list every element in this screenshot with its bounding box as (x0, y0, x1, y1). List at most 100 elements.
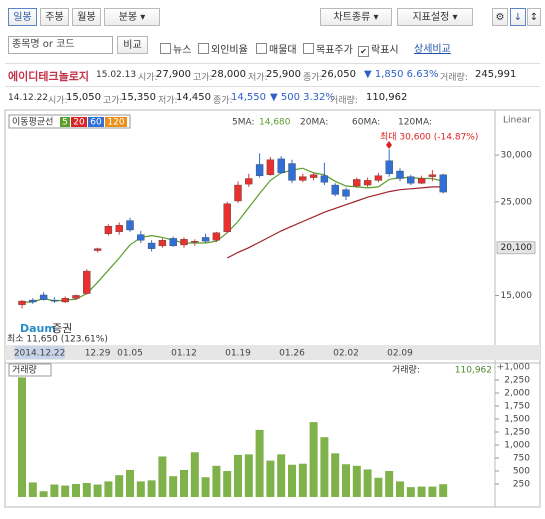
option-label: 뉴스 (173, 45, 192, 56)
option-label: 매물대 (269, 45, 297, 56)
scale-icon[interactable]: ↕ (527, 8, 541, 26)
field-value: 14,550 (231, 92, 266, 103)
candle-body (407, 176, 415, 184)
candle-body (320, 175, 329, 183)
candle-body (137, 234, 145, 241)
quote-volume: 245,991 (475, 69, 517, 80)
field-value: 15,050 (66, 92, 101, 103)
field-value: 27,900 (156, 69, 191, 80)
volume-bar (320, 437, 329, 497)
volume-title-box (8, 363, 52, 377)
period-button[interactable]: 분봉 ▾ (104, 8, 160, 26)
volume-readout-label: 거래량: (392, 364, 420, 376)
volume-bar (439, 484, 448, 497)
field-label: 저가: (248, 73, 268, 83)
ma-label: 20MA: (300, 118, 328, 128)
period-button[interactable]: 일봉 (8, 8, 37, 26)
volume-bar (277, 454, 286, 497)
candle-body (439, 174, 447, 193)
y-tick-label: 30,000 (501, 151, 533, 161)
checkbox[interactable] (198, 43, 209, 54)
x-tick-label: 02.09 (387, 349, 413, 359)
chart-type-button[interactable]: 차트종류 ▾ (320, 8, 392, 26)
candle-body (353, 179, 361, 187)
candle-body (223, 203, 231, 233)
candle-body (385, 160, 393, 175)
candle-body (428, 174, 437, 177)
volume-bar (342, 464, 350, 497)
hover-volume: 110,962 (366, 92, 408, 103)
search-input[interactable]: 종목명 or 코드 (8, 36, 113, 54)
checkbox[interactable] (160, 43, 171, 54)
candle-body (50, 299, 59, 302)
volume-bar (180, 469, 188, 497)
candle-body (61, 298, 69, 303)
volume-bar (266, 460, 275, 497)
volume-bar (309, 422, 318, 497)
option-checkbox[interactable]: 목표주가 (303, 41, 353, 56)
checkbox[interactable]: ✔ (358, 46, 369, 57)
quote-volume-label: 거래량: (440, 73, 468, 83)
divider (5, 63, 540, 64)
option-label: 목표주가 (316, 45, 353, 56)
option-checkbox[interactable]: ✔ 락표시 (358, 41, 399, 57)
compare-button[interactable]: 비교 (117, 36, 148, 54)
ma-label: 5MA: (232, 118, 255, 128)
volume-bar (136, 481, 145, 497)
y-tick-label: 1,500 (504, 415, 530, 425)
hover-volume-label: 거래량: (330, 96, 358, 106)
candle-body (126, 220, 134, 231)
volume-bar (406, 487, 415, 497)
volume-bar (212, 465, 221, 497)
option-label: 외인비율 (211, 45, 248, 56)
candle-body (245, 178, 253, 185)
chart-frame (4, 109, 541, 508)
ma-line (22, 167, 444, 303)
volume-bar (255, 429, 264, 497)
logo-sub: 증권 (52, 322, 72, 335)
max-marker (386, 141, 392, 149)
checkbox[interactable] (303, 43, 314, 54)
option-checkbox[interactable]: 외인비율 (198, 41, 248, 56)
settings-icon[interactable]: ⚙ (492, 8, 508, 26)
field-label: 종가: (213, 96, 233, 106)
volume-bar (169, 476, 178, 497)
period-button[interactable]: 월봉 (72, 8, 101, 26)
candle-body (342, 189, 350, 197)
candle-body (299, 176, 307, 181)
candle-body (309, 174, 318, 178)
y-tick-label: 1,750 (504, 402, 530, 412)
indicator-button[interactable]: 지표설정 ▾ (397, 8, 473, 26)
field-value: 15,350 (121, 92, 156, 103)
stock-name: 에이디테크놀로지 (8, 70, 89, 83)
candle-body (191, 240, 199, 243)
volume-bar (331, 453, 340, 497)
ma-label: 120MA: (398, 118, 432, 128)
y-tick-label: 250 (513, 480, 530, 490)
y-tick-label: 1,250 (504, 428, 530, 438)
option-checkbox[interactable]: 매물대 (256, 41, 297, 56)
ma-legend-swatch (105, 117, 127, 127)
field-label: 고가: (193, 73, 213, 83)
candle-body (374, 175, 383, 181)
ma-legend-title: 이동평균선 (12, 117, 53, 128)
period-button[interactable]: 주봉 (40, 8, 69, 26)
volume-bar (417, 486, 426, 497)
field-value: 14,450 (176, 92, 211, 103)
candle-body (201, 237, 210, 242)
sort-icon[interactable]: ↓ (510, 8, 526, 26)
candle-body (396, 170, 404, 179)
checkbox[interactable] (256, 43, 267, 54)
volume-bar (39, 491, 48, 497)
detail-link[interactable]: 상세비교 (414, 44, 451, 55)
volume-bar (385, 471, 394, 497)
option-checkbox[interactable]: 뉴스 (160, 41, 191, 56)
crosshair-label: 20,100 (501, 243, 533, 253)
x-tick-label: 01.05 (117, 349, 143, 359)
divider (5, 86, 540, 87)
volume-bar (61, 485, 70, 497)
candle-body (169, 238, 177, 247)
candle-body (266, 159, 275, 175)
volume-title: 거래량 (12, 364, 37, 376)
logo: Daum (20, 322, 56, 335)
